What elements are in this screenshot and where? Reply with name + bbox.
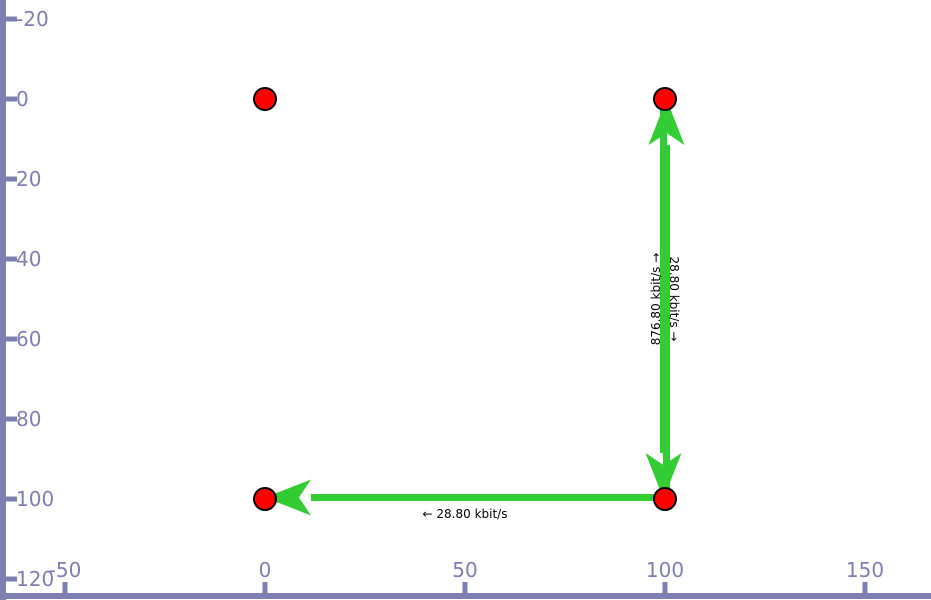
y-tick-label: 20	[16, 167, 41, 191]
node-n2[interactable]	[653, 87, 677, 111]
y-tick-label: 0	[16, 87, 29, 111]
link-arrowhead	[265, 479, 311, 516]
y-tick-label: -20	[16, 7, 49, 31]
y-tick-label: 60	[16, 327, 41, 351]
x-tick-label: 50	[452, 558, 477, 582]
x-tick-label: 0	[259, 558, 272, 582]
link-arrowhead	[645, 453, 682, 499]
link-labels: ← 28.80 kbit/s 876.80 kbit/s → 28.80 kbit/…	[423, 253, 681, 521]
node-n1[interactable]	[253, 87, 277, 111]
link-label: ← 28.80 kbit/s	[423, 507, 508, 521]
y-tick-label: 100	[16, 487, 54, 511]
y-tick-label: 80	[16, 407, 41, 431]
nodes	[253, 87, 677, 511]
x-tick-label: -50	[49, 558, 82, 582]
node-n4[interactable]	[653, 487, 677, 511]
y-tick-label: 120	[16, 567, 54, 591]
link-label: 28.80 kbit/s →	[667, 257, 681, 342]
y-tick-label: 40	[16, 247, 41, 271]
links	[265, 99, 685, 516]
node-n3[interactable]	[253, 487, 277, 511]
x-tick-label: 150	[846, 558, 884, 582]
x-tick-label: 100	[646, 558, 684, 582]
link-label: 876.80 kbit/s →	[649, 253, 663, 346]
